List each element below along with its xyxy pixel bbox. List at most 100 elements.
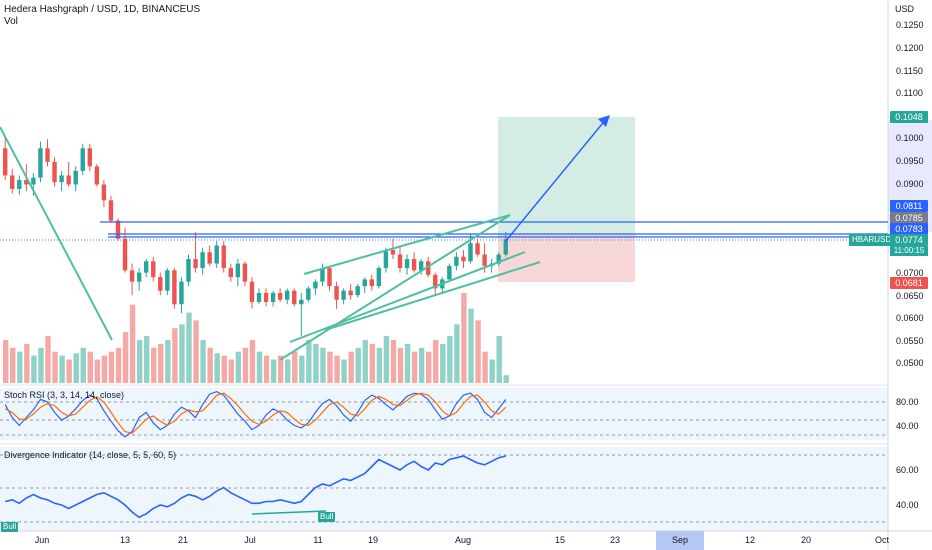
candle-body <box>461 256 466 262</box>
wedge-lower-line[interactable] <box>279 214 511 361</box>
stoch-d-line <box>4 392 507 434</box>
candle-body <box>411 259 417 271</box>
position-loss-zone[interactable] <box>498 235 635 282</box>
candle-body <box>256 292 262 302</box>
price-axis-label: 0.0550 <box>896 336 924 346</box>
volume-bar <box>411 351 418 383</box>
bull-signal-label: Bull <box>318 512 336 522</box>
volume-bar <box>158 343 164 383</box>
wedge-upper-line[interactable] <box>303 214 511 275</box>
position-profit-zone[interactable] <box>498 117 635 235</box>
bull-signal-label: Bull <box>1 522 19 532</box>
volume-label[interactable]: Vol <box>4 16 18 27</box>
stoch-k-line <box>4 390 507 438</box>
current-price-tag: 0.0774 <box>890 234 928 246</box>
candle-body <box>249 281 255 302</box>
candle-body <box>292 290 297 305</box>
candle-body <box>122 238 128 271</box>
volume-bar <box>277 355 284 383</box>
volume-bar <box>496 336 502 383</box>
volume-bar <box>52 351 58 383</box>
price-axis-label: 0.1200 <box>896 43 924 53</box>
volume-bar <box>292 351 298 383</box>
candle-body <box>482 254 487 266</box>
candle-body <box>17 179 22 189</box>
time-axis-label: 21 <box>178 535 188 545</box>
candle-body <box>129 270 135 282</box>
candle-body <box>214 245 219 264</box>
downtrend-line[interactable] <box>0 126 113 341</box>
volume-bar <box>186 312 192 383</box>
bull-divergence-line <box>251 510 327 515</box>
candle-body <box>277 292 283 300</box>
volume-bar <box>221 355 227 383</box>
candle-body <box>334 286 339 300</box>
volume-bar <box>263 355 270 383</box>
time-axis-label: Jul <box>244 535 256 545</box>
volume-bar <box>122 332 129 383</box>
volume-bar <box>45 336 51 383</box>
candle-body <box>348 290 353 296</box>
support-line-b[interactable] <box>324 261 541 331</box>
candle-body <box>151 261 156 278</box>
price-axis-label: 0.0600 <box>896 313 924 323</box>
candlesticks <box>3 136 508 336</box>
volume-bar <box>38 347 44 383</box>
volume-bar <box>59 355 65 383</box>
time-axis-label: 11 <box>313 535 322 545</box>
stoch-rsi-title[interactable]: Stoch RSI (3, 3, 14, 14, close) <box>4 390 125 400</box>
time-axis-labels: Jun 13 21 Jul 11 19 Aug 15 23 12 20 Oct <box>35 535 890 545</box>
volume-bar <box>242 347 249 383</box>
candle-body <box>285 290 290 300</box>
volume-bar <box>200 339 206 383</box>
volume-bar <box>404 343 411 383</box>
volume-bar <box>320 347 326 383</box>
volume-bar <box>80 347 86 383</box>
candle-body <box>306 288 311 300</box>
volume-bar <box>3 339 9 383</box>
volume-bar <box>418 347 425 383</box>
candle-body <box>433 274 438 289</box>
price-axis-label: 0.0700 <box>896 268 924 278</box>
volume-bar <box>136 339 143 383</box>
volume-bar <box>108 351 115 383</box>
volume-bar <box>115 347 122 383</box>
currency-label: USD <box>895 4 915 14</box>
divergence-axis-label: 40.00 <box>896 500 919 510</box>
projection-arrow-line[interactable] <box>504 117 608 243</box>
volume-bar <box>256 351 263 383</box>
volume-bar <box>214 353 220 383</box>
time-axis-label: 12 <box>745 535 755 545</box>
volume-bar <box>440 343 446 383</box>
volume-bar <box>17 351 23 383</box>
candle-body <box>235 263 241 278</box>
candle-body <box>136 272 142 282</box>
volume-bars <box>3 293 509 383</box>
price-axis-label: 0.1250 <box>896 20 924 30</box>
volume-bar <box>249 339 256 383</box>
candle-body <box>101 184 107 201</box>
time-axis-label: 13 <box>120 535 130 545</box>
volume-bar <box>482 351 488 383</box>
candle-body <box>108 200 114 221</box>
symbol-title[interactable]: Hedera Hashgraph / USD, 1D, BINANCEUS <box>4 4 201 15</box>
candle-body <box>144 261 149 273</box>
price-axis-labels: 0.1250 0.1200 0.1150 0.1100 0.1000 0.095… <box>896 20 924 510</box>
volume-bar <box>313 343 319 383</box>
volume-bar <box>383 336 390 383</box>
candle-body <box>242 263 248 282</box>
bar-countdown: 11:00:15 <box>890 246 928 256</box>
price-axis-label: 0.0500 <box>896 358 924 368</box>
divergence-title[interactable]: Divergence Indicator (14, close, 5, 5, 6… <box>4 450 177 460</box>
volume-bar <box>144 336 150 383</box>
volume-bar <box>433 339 439 383</box>
volume-bar <box>129 304 136 383</box>
time-axis-label: 20 <box>801 535 811 545</box>
volume-bar <box>461 293 467 383</box>
volume-bar <box>390 339 397 383</box>
candle-body <box>115 220 121 239</box>
time-axis-label: 15 <box>555 535 565 545</box>
candle-body <box>503 239 508 255</box>
support-line-a[interactable] <box>289 251 526 343</box>
